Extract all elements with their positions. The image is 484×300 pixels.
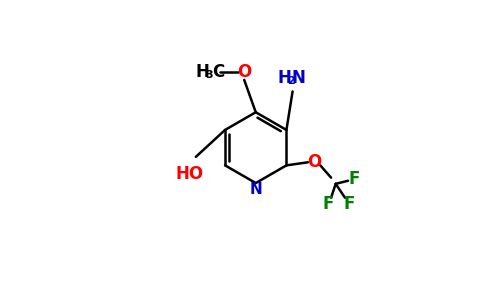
Text: F: F — [348, 170, 360, 188]
Text: HO: HO — [176, 165, 204, 183]
Text: F: F — [322, 195, 333, 213]
Text: H: H — [196, 63, 210, 81]
Text: 3: 3 — [205, 70, 212, 80]
Text: C: C — [212, 63, 224, 81]
Text: H: H — [278, 69, 292, 87]
Text: O: O — [307, 153, 321, 171]
Text: N: N — [292, 69, 306, 87]
Text: O: O — [237, 63, 251, 81]
Text: N: N — [249, 182, 262, 197]
Text: 2: 2 — [287, 76, 295, 86]
Text: F: F — [344, 195, 355, 213]
